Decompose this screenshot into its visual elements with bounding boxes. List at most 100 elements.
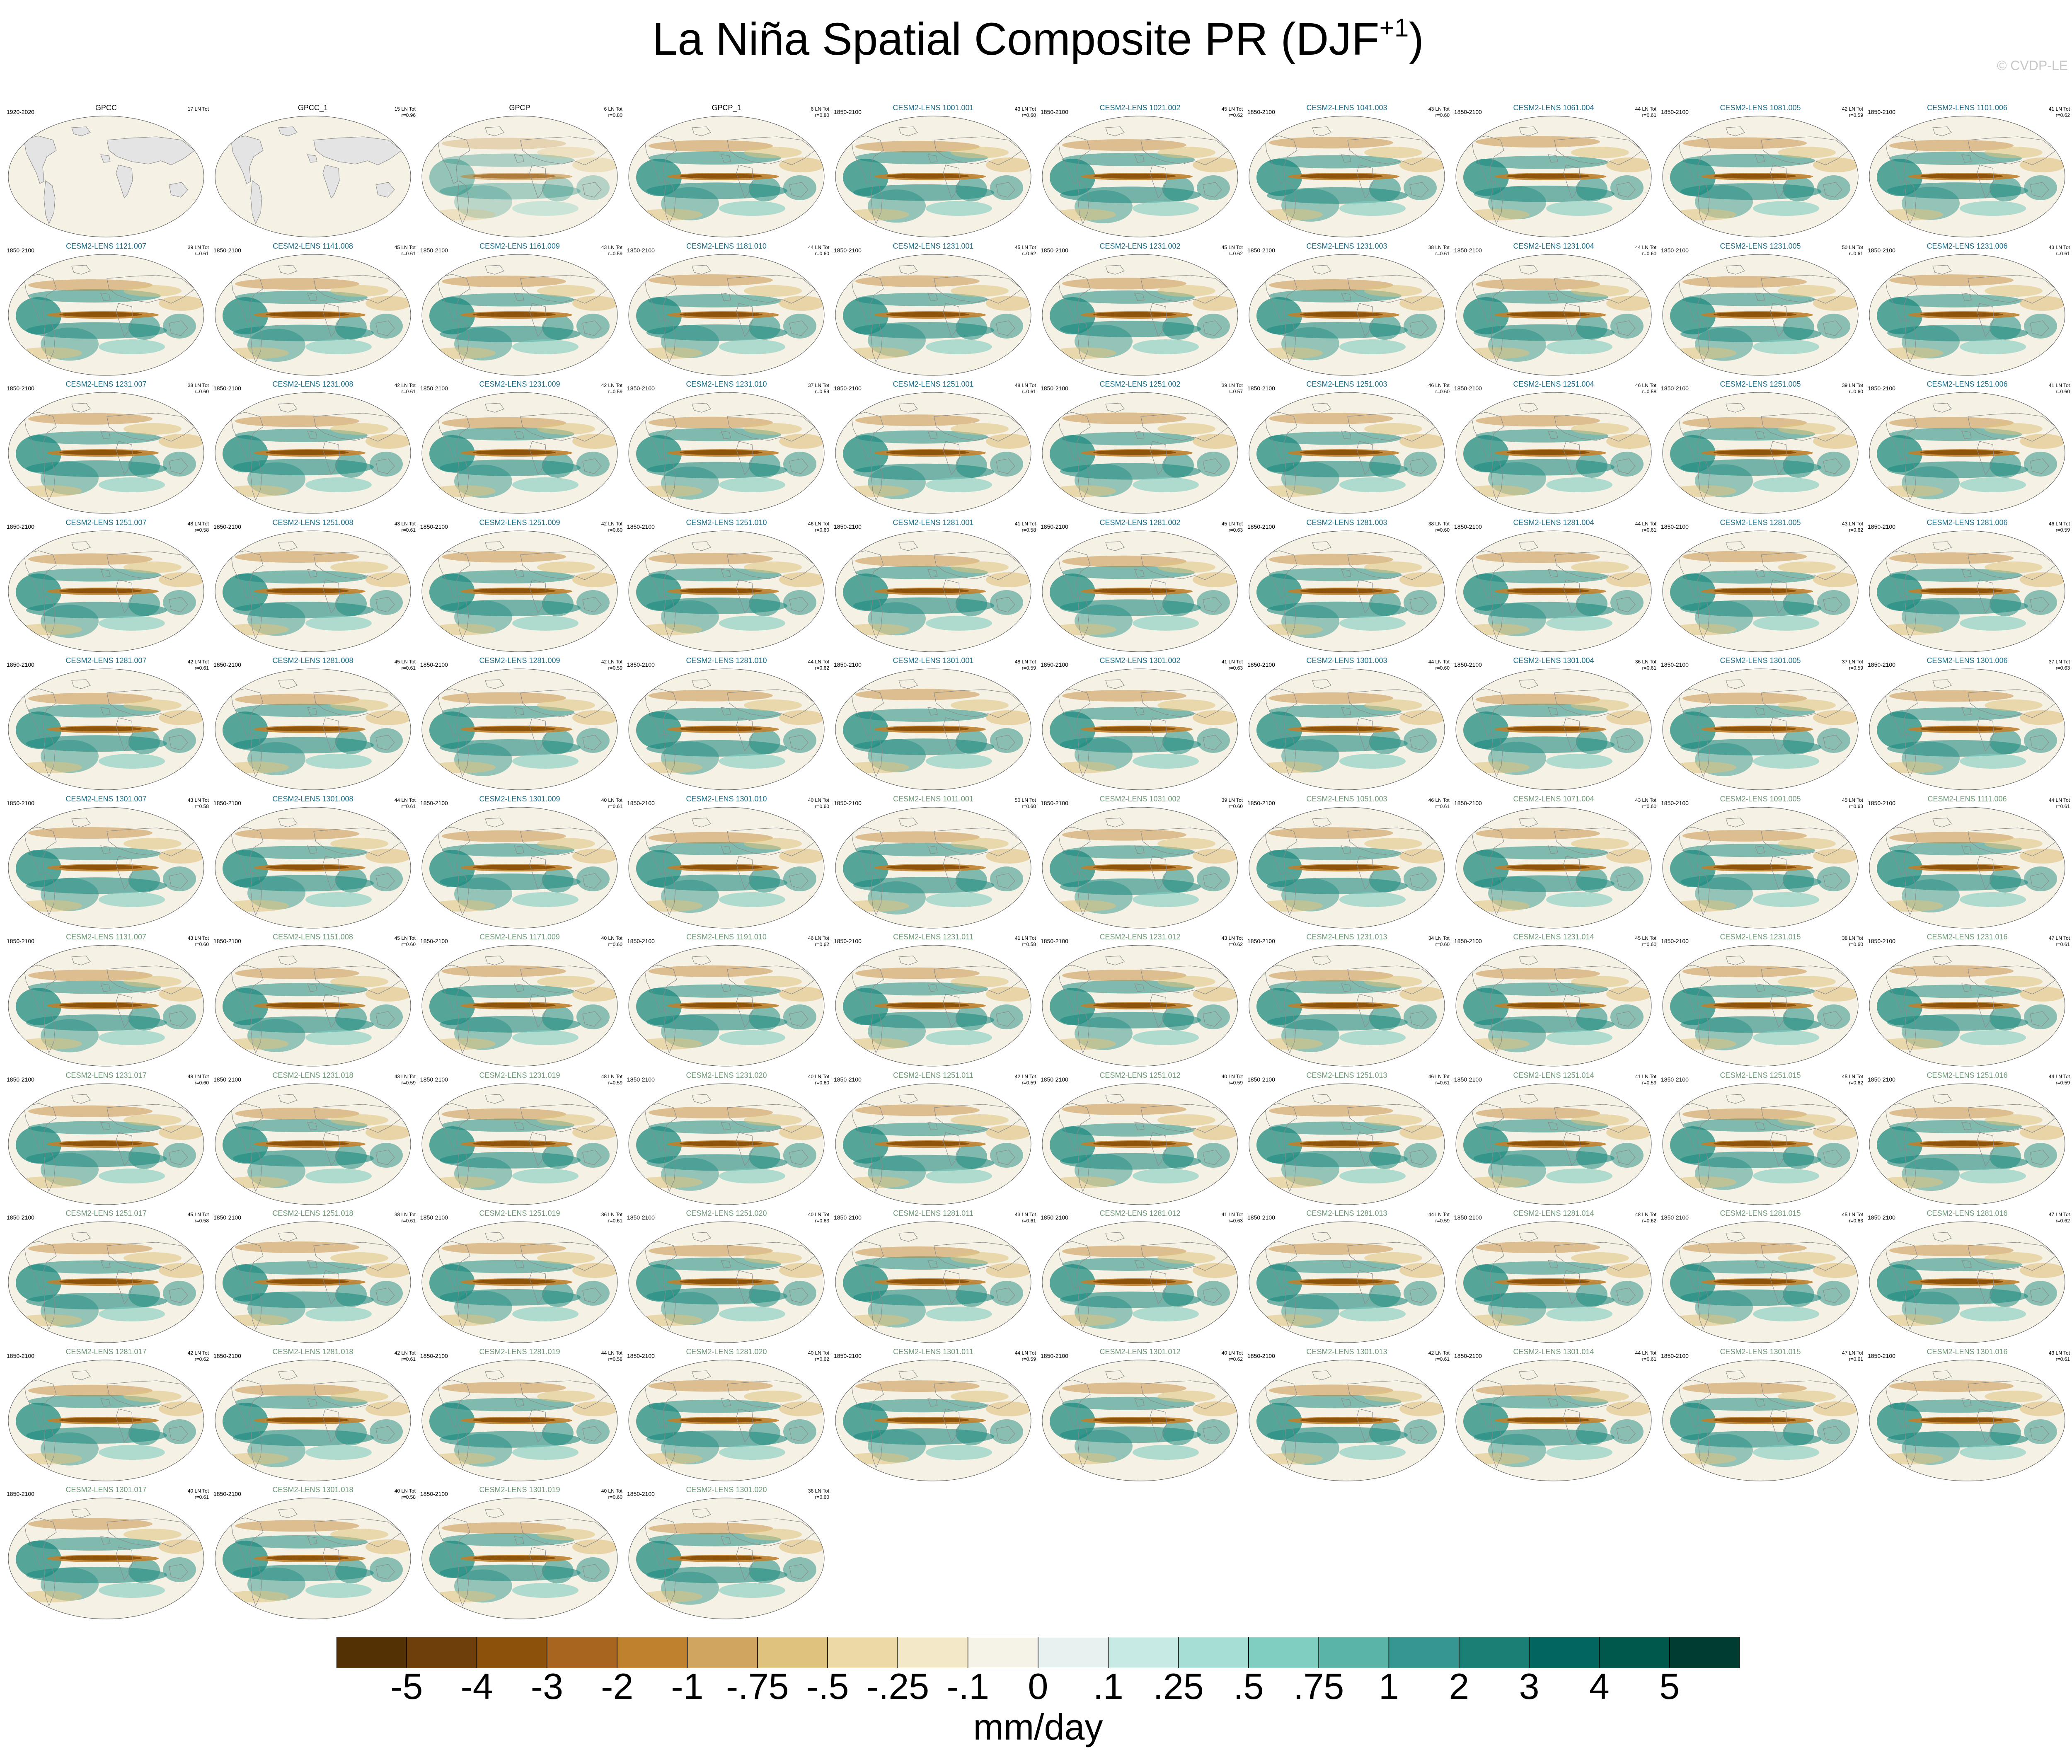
- map-coastline: [644, 412, 677, 460]
- panel-title: CESM2-LENS 1121.007: [66, 242, 146, 250]
- panel-stats: 37 LN Tot r=0.59: [1842, 659, 1863, 671]
- panel-stats: 46 LN Tot r=0.60: [1428, 382, 1450, 395]
- map-coastline: [1347, 965, 1436, 995]
- panel-event-count: 44 LN Tot: [1635, 106, 1656, 112]
- map-coastline: [1471, 965, 1504, 1013]
- map-coastline: [1519, 956, 1538, 965]
- map-coastline: [996, 735, 1015, 750]
- map-coastline: [898, 1094, 918, 1104]
- map-coastline: [520, 1518, 609, 1547]
- map-coastline: [727, 551, 816, 580]
- panel-map: [1455, 530, 1652, 652]
- map-coastline: [1968, 827, 2056, 857]
- panel-stats: 44 LN Tot r=0.60: [1428, 659, 1450, 671]
- map-field: [429, 403, 617, 501]
- panel-period: 1850-2100: [1868, 385, 1895, 392]
- map-coastline: [100, 1536, 111, 1545]
- panel-stats: 45 LN Tot r=0.61: [395, 659, 416, 671]
- panel-pattern-correlation: r=0.60: [815, 1079, 829, 1086]
- map-coastline: [322, 1546, 340, 1581]
- map-coastline: [1409, 182, 1429, 198]
- map-field: [1877, 1370, 2065, 1468]
- map-panel: GPCP 6 LN Tot r=0.80: [416, 104, 623, 240]
- panel-title: CESM2-LENS 1091.005: [1720, 794, 1801, 803]
- panel-event-count: 40 LN Tot: [808, 1212, 829, 1217]
- panel-pattern-correlation: r=0.59: [1021, 665, 1036, 671]
- map-coastline: [44, 180, 56, 225]
- map-coastline: [169, 1287, 188, 1303]
- panel-period: 1850-2100: [627, 523, 655, 530]
- map-border: [1249, 1360, 1445, 1481]
- map-border: [628, 530, 825, 652]
- map-coastline: [1770, 994, 1787, 1028]
- map-coastline: [278, 679, 298, 689]
- map-field: [1256, 541, 1445, 639]
- panel-event-count: 40 LN Tot: [808, 1350, 829, 1356]
- panel-map: [8, 1083, 204, 1205]
- panel-stats: 36 LN Tot r=0.60: [808, 1488, 829, 1500]
- map-coastline: [1961, 983, 1972, 992]
- map-panel: CESM2-LENS 1301.009 1850-2100 40 LN Tot r=0…: [416, 795, 623, 932]
- map-coastline: [1698, 1285, 1710, 1330]
- map-coastline: [1491, 733, 1503, 777]
- map-coastline: [520, 827, 609, 857]
- map-coastline: [1726, 403, 1745, 413]
- map-coastline: [1312, 956, 1331, 965]
- panel-pattern-correlation: r=0.61: [1849, 1356, 1863, 1362]
- map-coastline: [1150, 994, 1167, 1028]
- panel-period: 1850-2100: [1041, 1352, 1068, 1359]
- map-coastline: [1150, 1132, 1167, 1166]
- map-coastline: [1961, 707, 1972, 716]
- map-border: [1662, 668, 1859, 790]
- map-coastline: [1905, 1285, 1917, 1330]
- map-panel: CESM2-LENS 1281.008 1850-2100 45 LN Tot r=0…: [209, 656, 416, 793]
- panel-period: 1850-2100: [1041, 523, 1068, 530]
- map-coastline: [1932, 126, 1952, 136]
- panel-event-count: 40 LN Tot: [394, 1488, 416, 1494]
- map-border: [1249, 807, 1445, 928]
- panel-period: 1850-2100: [1041, 109, 1068, 115]
- map-coastline: [1312, 403, 1331, 413]
- map-coastline: [278, 817, 298, 828]
- map-border: [1455, 945, 1652, 1067]
- map-coastline: [1698, 318, 1710, 363]
- map-coastline: [485, 1508, 504, 1518]
- map-coastline: [1563, 1408, 1581, 1442]
- map-coastline: [278, 1370, 298, 1380]
- panel-title: CESM2-LENS 1231.018: [272, 1071, 353, 1079]
- panel-title: CESM2-LENS 1301.017: [65, 1486, 147, 1494]
- map-panel: CESM2-LENS 1021.002 1850-2100 45 LN Tot r=0…: [1036, 104, 1244, 240]
- map-border: [1042, 945, 1238, 1067]
- map-coastline: [1885, 136, 1918, 184]
- map-field: [1050, 1232, 1238, 1330]
- map-coastline: [100, 983, 111, 992]
- map-coastline: [1932, 1094, 1952, 1104]
- panel-period: 1850-2100: [7, 385, 34, 392]
- map-coastline: [1616, 735, 1636, 750]
- panel-title: CESM2-LENS 1231.003: [1306, 242, 1387, 250]
- map-field: [429, 1370, 617, 1468]
- title-main: La Niña Spatial Composite PR (DJF: [652, 14, 1380, 65]
- panel-stats: 40 LN Tot r=0.60: [601, 1488, 622, 1500]
- map-border: [215, 1498, 411, 1619]
- panel-event-count: 42 LN Tot: [394, 382, 416, 388]
- colorbar-swatch: [1108, 1637, 1179, 1668]
- map-panel: CESM2-LENS 1301.005 1850-2100 37 LN Tot r=0…: [1657, 656, 1864, 793]
- map-coastline: [1140, 413, 1229, 442]
- map-panel: CESM2-LENS 1251.017 1850-2100 45 LN Tot r=0…: [2, 1209, 210, 1346]
- panel-stats: 50 LN Tot r=0.60: [1015, 797, 1036, 810]
- panel-title: CESM2-LENS 1071.004: [1513, 794, 1594, 803]
- map-panel: CESM2-LENS 1231.018 1850-2100 43 LN Tot r=0…: [209, 1071, 416, 1208]
- panel-period: 1850-2100: [627, 661, 655, 668]
- page-title: La Niña Spatial Composite PR (DJF+1): [0, 12, 2072, 66]
- map-coastline: [1134, 983, 1145, 992]
- map-coastline: [1284, 871, 1296, 915]
- map-field: [1050, 403, 1238, 501]
- map-coastline: [1077, 595, 1089, 639]
- map-coastline: [736, 1408, 753, 1442]
- panel-event-count: 38 LN Tot: [1428, 244, 1450, 250]
- panel-pattern-correlation: r=0.60: [1642, 250, 1656, 256]
- map-coastline: [71, 264, 91, 275]
- map-border: [8, 116, 204, 237]
- map-coastline: [1150, 1270, 1167, 1304]
